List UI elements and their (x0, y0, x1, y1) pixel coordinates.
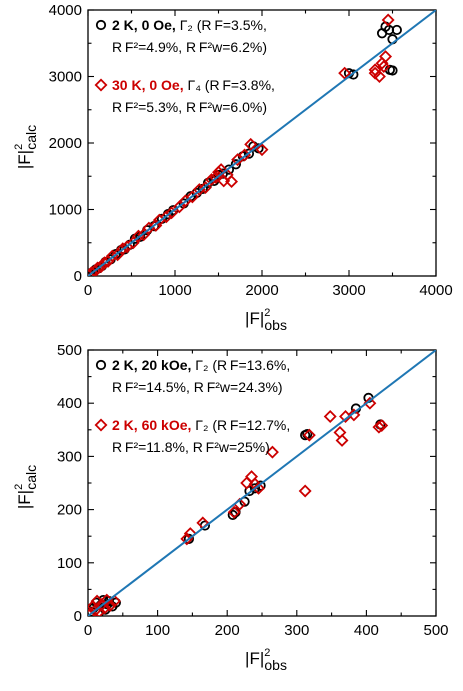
x-tick-label: 0 (84, 282, 92, 299)
legend-marker (95, 359, 107, 371)
x-axis-label: |F|2 obs (245, 307, 287, 333)
data-point (375, 419, 389, 433)
data-point (302, 428, 316, 442)
data-point (338, 66, 352, 80)
data-point (243, 148, 255, 159)
data-point (126, 236, 140, 250)
legend-marker (95, 19, 107, 31)
data-point (252, 481, 265, 495)
legend-marker (94, 418, 108, 432)
x-tick-label: 500 (423, 622, 448, 639)
x-tick-label: 0 (84, 622, 92, 639)
legend-diamond-marker (94, 78, 108, 92)
data-point (94, 260, 108, 274)
y-tick-label: 1000 (49, 202, 82, 219)
x-tick-label: 1000 (158, 282, 191, 299)
y-tick-label: 400 (57, 395, 82, 412)
identity-line (88, 350, 436, 616)
legend-entry-line1: 2 K, 60 kOe, Γ₂ (R F=12.7%, (112, 417, 290, 433)
data-point (265, 445, 279, 459)
data-point (255, 143, 269, 157)
x-tick-label: 300 (284, 622, 309, 639)
data-point (225, 175, 239, 189)
data-point (368, 66, 382, 80)
legend-series-name: 2 K, 60 kOe, (112, 417, 191, 433)
legend-entry-line1: 2 K, 20 kOe, Γ₂ (R F=13.6%, (112, 357, 290, 373)
legend-diamond-marker (94, 418, 108, 432)
y-tick-label: 0 (74, 608, 82, 625)
x-tick-label: 200 (215, 622, 240, 639)
data-point (103, 598, 117, 612)
legend-entry-line2: R F²=14.5%, R F²w=24.3%) (112, 379, 283, 395)
legend-series-name: 2 K, 0 Oe, (112, 17, 176, 33)
data-point (335, 433, 349, 447)
y-tick-label: 300 (57, 448, 82, 465)
x-tick-label: 3000 (332, 282, 365, 299)
data-point (149, 218, 163, 232)
data-point (347, 408, 361, 422)
data-point (381, 13, 395, 27)
chart-panel-2: 0 100 200 300 400 500 0 100 200 300 400 500 |F|2 obs |… (13, 342, 449, 673)
legend-circle-marker (95, 19, 107, 31)
legend-series-stats: Γ₂ (R F=3.5%, (176, 17, 267, 33)
x-tick-label: 2000 (245, 282, 278, 299)
legend: 2 K, 20 kOe, Γ₂ (R F=13.6%, R F²=14.5%, R… (94, 357, 290, 455)
data-point (377, 60, 391, 73)
data-point (185, 190, 199, 204)
data-point (227, 505, 241, 519)
legend-entry-line2: R F²=11.8%, R F²w=25%) (112, 439, 270, 455)
x-tick-label: 400 (354, 622, 379, 639)
legend-circle-marker (95, 359, 107, 371)
y-axis-label: |F|2calc (13, 465, 39, 509)
legend: 2 K, 0 Oe, Γ₂ (R F=3.5%, R F²=4.9%, R F²w… (94, 17, 275, 115)
data-point (137, 228, 151, 242)
data-point (223, 164, 235, 175)
identity-line (88, 10, 436, 276)
y-tick-label: 3000 (49, 69, 82, 86)
legend-series-stats: Γ₄ (R F=3.8%, (184, 77, 275, 93)
data-point (375, 56, 389, 70)
data-point (244, 485, 255, 497)
plot-area (88, 350, 436, 616)
data-point (298, 484, 312, 498)
data-point (391, 24, 402, 36)
legend-series-name: 2 K, 20 kOe, (112, 357, 191, 373)
x-tick-label: 4000 (419, 282, 452, 299)
legend-series-stats: Γ₂ (R F=12.7%, (191, 417, 290, 433)
legend-entry-line1: 2 K, 0 Oe, Γ₂ (R F=3.5%, (112, 17, 267, 33)
legend-series-stats: Γ₂ (R F=13.6%, (191, 357, 290, 373)
legend-entry-line2: R F²=4.9%, R F²w=6.2%) (112, 39, 267, 55)
data-point (363, 396, 377, 410)
legend-series-name: 30 K, 0 Oe, (112, 77, 184, 93)
legend-marker (94, 78, 108, 92)
legend-entry-line1: 30 K, 0 Oe, Γ₄ (R F=3.8%, (112, 77, 275, 93)
legend-entry-line2: R F²=5.3%, R F²w=6.0%) (112, 99, 267, 115)
y-tick-label: 0 (74, 268, 82, 285)
data-point (323, 410, 337, 423)
y-tick-label: 100 (57, 555, 82, 572)
data-point (230, 159, 241, 170)
data-point (249, 483, 261, 494)
y-axis-label: |F|2calc (13, 125, 39, 169)
data-point (244, 137, 258, 151)
chart-panel-1: 0 1000 2000 3000 4000 0 1000 2000 3000 4000 |F|2 ob… (13, 2, 453, 333)
y-tick-label: 500 (57, 342, 82, 359)
x-axis-label: |F|2 obs (245, 647, 287, 673)
data-point (372, 70, 386, 83)
y-tick-label: 2000 (49, 135, 82, 152)
y-tick-label: 200 (57, 502, 82, 519)
data-point (165, 206, 178, 220)
y-tick-label: 4000 (49, 2, 82, 19)
x-tick-label: 100 (145, 622, 170, 639)
plot-area (88, 10, 436, 276)
data-point (387, 65, 398, 76)
data-point (172, 200, 186, 214)
data-point (198, 181, 212, 195)
